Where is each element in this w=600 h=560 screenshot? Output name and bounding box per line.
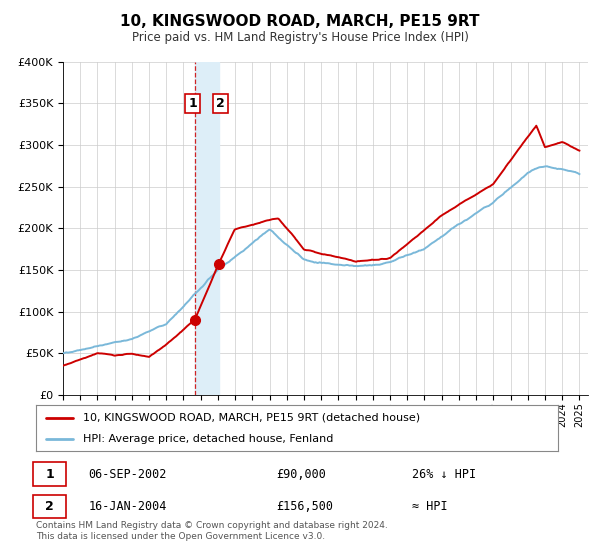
Text: This data is licensed under the Open Government Licence v3.0.: This data is licensed under the Open Gov… [36, 532, 325, 541]
Text: £90,000: £90,000 [276, 468, 326, 480]
Text: 2: 2 [216, 97, 225, 110]
Text: HPI: Average price, detached house, Fenland: HPI: Average price, detached house, Fenl… [83, 434, 334, 444]
FancyBboxPatch shape [34, 494, 66, 518]
Text: 26% ↓ HPI: 26% ↓ HPI [412, 468, 476, 480]
Text: 06-SEP-2002: 06-SEP-2002 [88, 468, 167, 480]
Text: 1: 1 [45, 468, 54, 480]
Text: £156,500: £156,500 [276, 500, 333, 513]
Text: 10, KINGSWOOD ROAD, MARCH, PE15 9RT: 10, KINGSWOOD ROAD, MARCH, PE15 9RT [120, 14, 480, 29]
Text: 10, KINGSWOOD ROAD, MARCH, PE15 9RT (detached house): 10, KINGSWOOD ROAD, MARCH, PE15 9RT (det… [83, 413, 420, 423]
Text: 2: 2 [45, 500, 54, 513]
Text: ≈ HPI: ≈ HPI [412, 500, 448, 513]
FancyBboxPatch shape [34, 463, 66, 486]
Text: Contains HM Land Registry data © Crown copyright and database right 2024.: Contains HM Land Registry data © Crown c… [36, 521, 388, 530]
Text: 16-JAN-2004: 16-JAN-2004 [88, 500, 167, 513]
Text: 1: 1 [188, 97, 197, 110]
Text: Price paid vs. HM Land Registry's House Price Index (HPI): Price paid vs. HM Land Registry's House … [131, 31, 469, 44]
Bar [195, 62, 218, 395]
